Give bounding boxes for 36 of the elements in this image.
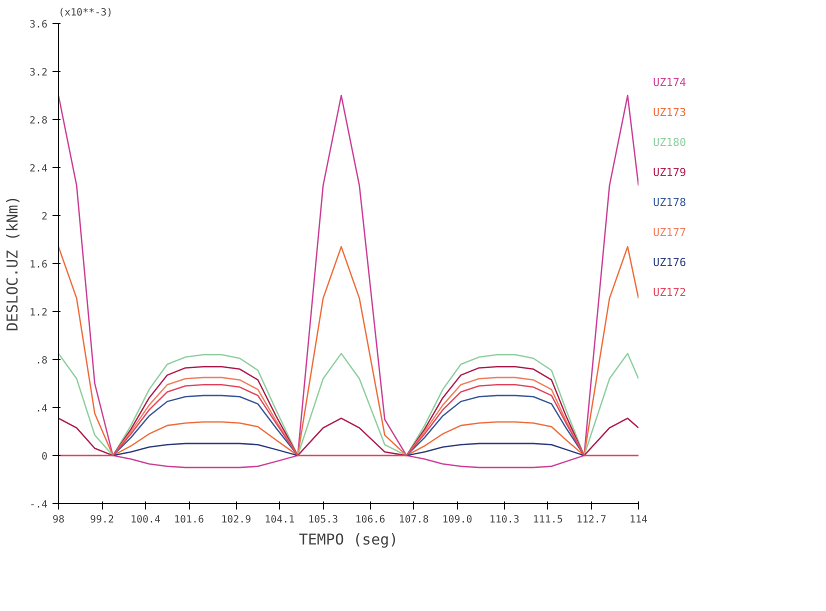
- y-axis-title: DESLOC.UZ (kNm): [3, 196, 22, 332]
- text: UZ173: [653, 105, 686, 121]
- text: UZ177: [653, 225, 686, 241]
- y-tick-label: 2.4: [29, 164, 48, 174]
- y-tick-label: -.4: [29, 500, 48, 510]
- text: UZ179: [653, 165, 686, 181]
- text: (x10**-3): [58, 8, 113, 18]
- x-tick-label: 104.1: [264, 514, 295, 526]
- x-tick-label: 109.0: [442, 514, 472, 526]
- x-axis-title: TEMPO (seg): [298, 530, 398, 548]
- x-tick-label: 105.3: [308, 514, 338, 526]
- x-tick-label: 98: [52, 514, 65, 526]
- text: UZ174: [653, 75, 686, 91]
- x-tick-label: 111.5: [532, 514, 563, 526]
- y-tick-label: 1.2: [29, 308, 48, 318]
- x-tick-label: 99.2: [90, 514, 114, 526]
- x-tick-label: 102.9: [221, 514, 252, 526]
- y-tick-label: 2: [41, 212, 48, 222]
- text: UZ176: [653, 255, 686, 271]
- y-tick-label: .4: [35, 404, 48, 414]
- x-tick-label: 107.8: [398, 514, 429, 526]
- y-tick-label: 3.6: [29, 20, 48, 30]
- y-tick-label: 0: [41, 452, 48, 462]
- text: UZ172: [653, 285, 686, 301]
- x-tick-label: 114: [629, 514, 648, 526]
- y-tick-label: 1.6: [29, 260, 48, 270]
- x-tick-label: 100.4: [130, 514, 161, 526]
- text: UZ180: [653, 135, 686, 151]
- y-tick-label: 2.8: [29, 116, 48, 126]
- x-tick-label: 101.6: [174, 514, 204, 526]
- y-tick-label: 3.2: [29, 68, 48, 78]
- x-tick-label: 106.6: [355, 514, 386, 526]
- y-tick-label: .8: [35, 356, 48, 366]
- text: UZ178: [653, 195, 686, 211]
- x-tick-label: 110.3: [489, 514, 520, 526]
- x-tick-label: 112.7: [576, 514, 606, 526]
